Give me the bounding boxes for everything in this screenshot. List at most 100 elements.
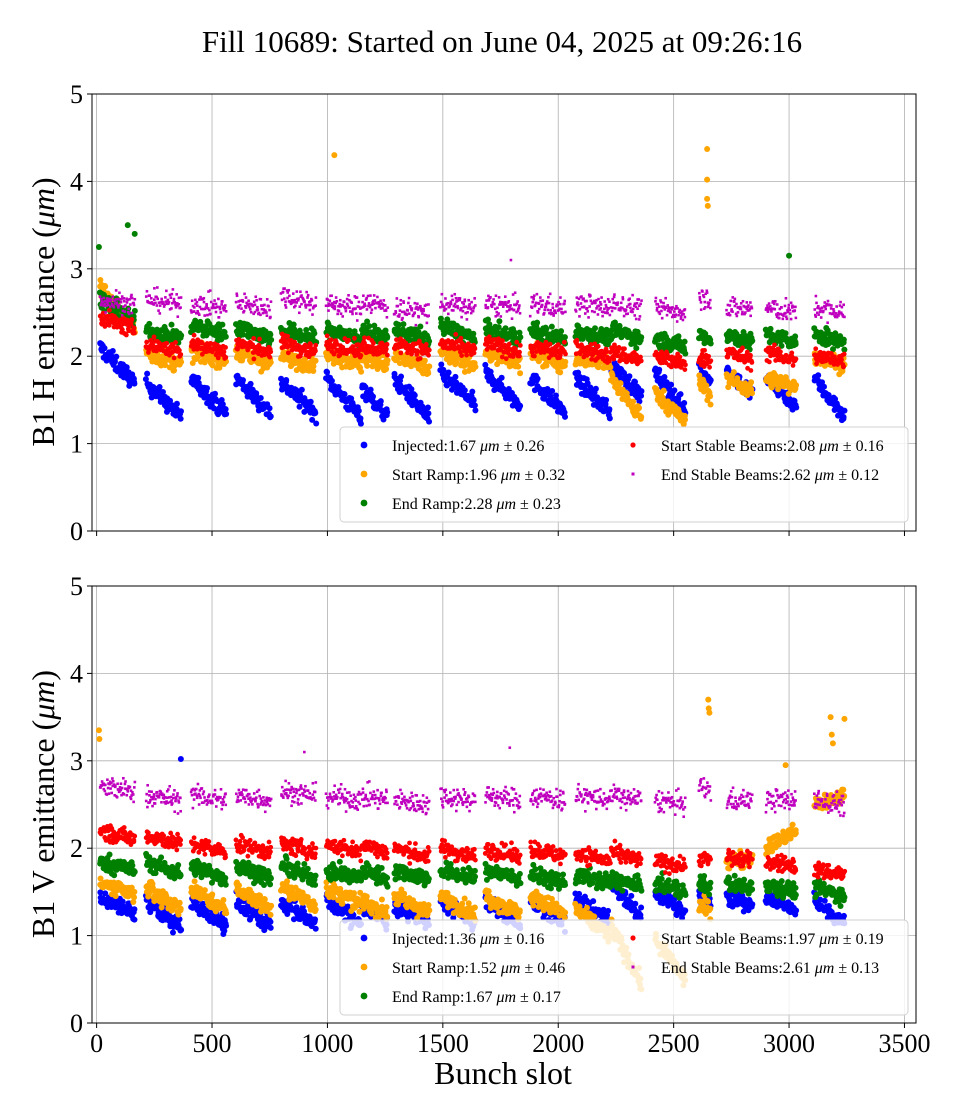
data-point: [665, 313, 669, 317]
data-point: [368, 305, 372, 309]
data-point: [707, 364, 712, 370]
data-point: [251, 356, 257, 362]
data-point: [699, 301, 703, 304]
outlier-point: [786, 252, 793, 259]
data-point: [681, 318, 685, 322]
data-point: [308, 342, 313, 348]
data-point: [532, 353, 537, 359]
data-point: [396, 304, 400, 308]
data-point: [407, 312, 411, 315]
data-point: [772, 342, 777, 348]
data-point: [398, 373, 405, 380]
data-point: [452, 309, 455, 312]
data-point: [617, 380, 624, 387]
data-point: [173, 300, 176, 304]
data-point: [551, 306, 555, 310]
data-point: [497, 312, 500, 315]
data-point: [624, 308, 628, 311]
data-point: [669, 311, 672, 314]
data-point: [334, 296, 338, 299]
data-point: [208, 289, 212, 292]
data-point: [113, 353, 120, 360]
data-point: [622, 314, 626, 318]
data-point: [130, 311, 134, 315]
data-point: [452, 373, 459, 380]
outlier-point: [704, 202, 711, 209]
data-point: [561, 311, 565, 314]
data-point: [306, 296, 309, 299]
data-point: [698, 291, 701, 295]
data-point: [820, 383, 827, 390]
data-point: [155, 304, 159, 307]
data-point: [101, 300, 104, 304]
data-point: [197, 313, 201, 317]
data-point: [707, 401, 714, 408]
data-point: [178, 352, 184, 357]
data-point: [175, 293, 178, 296]
data-point: [626, 373, 633, 380]
data-point: [585, 299, 588, 303]
data-point: [531, 300, 535, 304]
data-point: [503, 356, 509, 362]
data-point: [603, 300, 606, 303]
data-point: [587, 316, 590, 319]
data-point: [778, 349, 783, 355]
data-point: [638, 358, 644, 364]
data-point: [132, 330, 137, 336]
data-point: [330, 294, 333, 298]
data-point: [636, 405, 643, 412]
data-point: [254, 295, 258, 299]
data-point: [621, 297, 625, 301]
data-point: [297, 391, 304, 398]
data-point: [130, 296, 134, 300]
data-point: [470, 300, 473, 304]
data-point: [426, 352, 431, 358]
data-point: [517, 370, 524, 377]
data-point: [384, 352, 390, 358]
data-point: [203, 314, 206, 317]
data-point: [166, 298, 170, 302]
data-point: [358, 353, 364, 358]
data-point: [384, 309, 388, 312]
data-point: [248, 305, 251, 309]
data-point: [638, 334, 645, 341]
data-point: [728, 304, 732, 307]
data-point: [507, 300, 511, 303]
data-point: [314, 304, 317, 307]
data-point: [793, 382, 800, 389]
data-point: [104, 311, 107, 314]
data-point: [630, 398, 637, 405]
data-point: [682, 350, 689, 357]
data-point: [472, 346, 478, 352]
data-point: [359, 312, 363, 316]
data-point: [312, 357, 319, 364]
data-point: [699, 308, 703, 311]
data-point: [665, 306, 668, 309]
data-point: [144, 370, 151, 377]
data-point: [467, 298, 470, 302]
data-point: [202, 300, 206, 304]
data-point: [145, 289, 149, 293]
data-point: [336, 312, 339, 316]
data-point: [190, 299, 194, 303]
data-point: [384, 357, 391, 364]
data-point: [265, 314, 269, 317]
data-point: [489, 295, 492, 299]
data-point: [425, 410, 432, 417]
data-point: [597, 297, 600, 301]
data-point: [267, 359, 274, 366]
data-point: [458, 335, 464, 341]
data-point: [158, 304, 162, 307]
data-point: [195, 300, 199, 304]
data-point: [603, 396, 610, 403]
data-point: [350, 310, 354, 313]
data-point: [167, 397, 174, 404]
data-point: [265, 311, 268, 314]
data-point: [417, 356, 423, 361]
data-point: [384, 409, 391, 416]
data-point: [518, 304, 521, 307]
data-point: [704, 305, 707, 309]
data-point: [517, 343, 523, 348]
data-point: [424, 303, 428, 307]
data-point: [364, 362, 371, 369]
